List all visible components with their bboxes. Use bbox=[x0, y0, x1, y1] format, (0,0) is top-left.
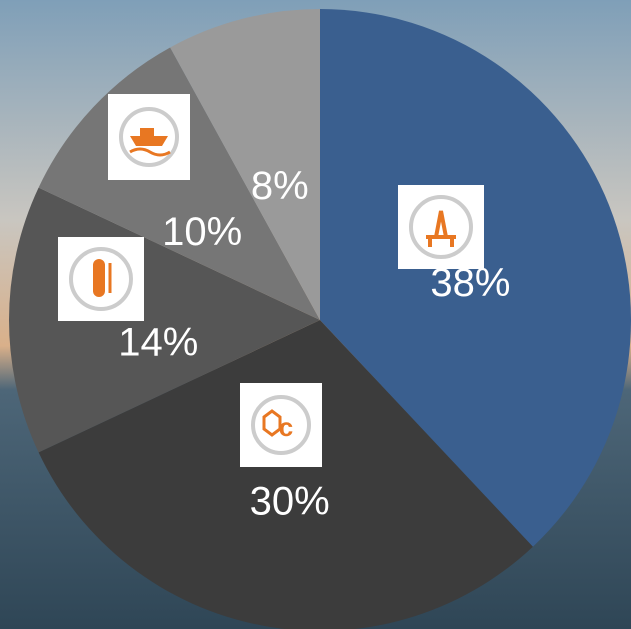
chart: c 38% 30% 14% 10%8% bbox=[0, 0, 631, 629]
value-label: 14% bbox=[118, 321, 198, 365]
icon-test-tube bbox=[58, 237, 144, 321]
icon-ship bbox=[108, 94, 190, 180]
page: {"chart_data": {"type": "pie", "values":… bbox=[0, 0, 631, 629]
value-label: 8% bbox=[251, 164, 309, 208]
icon-chemical: c bbox=[240, 383, 322, 467]
value-label: 38% bbox=[430, 261, 510, 305]
icon-rig bbox=[398, 185, 484, 269]
value-label: 30% bbox=[250, 479, 330, 523]
value-label: 10% bbox=[162, 210, 242, 254]
